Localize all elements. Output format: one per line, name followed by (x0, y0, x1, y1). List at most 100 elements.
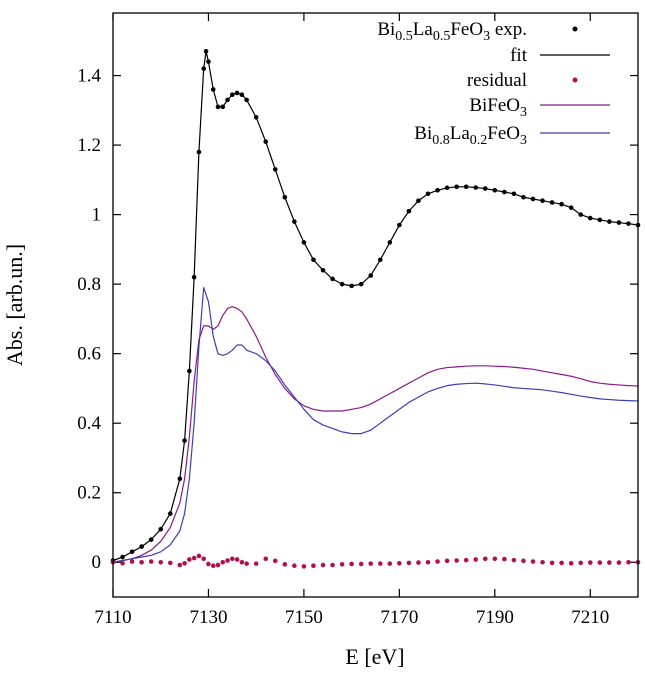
data-point (406, 208, 412, 214)
data-point (301, 564, 307, 569)
legend-label: Bi0.5La0.5FeO3 exp. (377, 19, 527, 44)
data-point (292, 563, 297, 569)
data-point (139, 544, 144, 549)
legend-swatch (572, 26, 578, 32)
data-point (521, 558, 526, 564)
data-point (435, 559, 440, 564)
data-point (182, 560, 187, 566)
series-line (112, 306, 639, 563)
data-point (203, 48, 209, 54)
data-point (492, 187, 498, 193)
data-point (320, 562, 326, 568)
data-point (234, 557, 240, 562)
legend-item: residual (467, 70, 578, 91)
x-tick-label: 7170 (380, 607, 418, 628)
data-point (626, 559, 631, 565)
data-point (158, 559, 164, 565)
data-point (578, 212, 584, 217)
data-point (387, 561, 393, 566)
data-point (416, 198, 421, 204)
data-point (597, 217, 603, 223)
data-point (120, 554, 125, 560)
x-tick-label: 7210 (571, 607, 609, 628)
data-point (406, 560, 412, 566)
data-point (120, 560, 125, 566)
data-point (358, 281, 364, 287)
data-point (377, 561, 383, 566)
data-point (244, 97, 249, 103)
data-point (282, 194, 288, 200)
data-point (320, 267, 326, 273)
data-point (330, 562, 335, 568)
data-point (568, 560, 574, 566)
data-point (530, 196, 536, 202)
data-point (368, 273, 374, 278)
y-tick-label: 1 (92, 205, 102, 226)
legend-label: fit (510, 45, 528, 66)
data-point (215, 562, 221, 568)
data-point (482, 186, 488, 191)
tick-marks (112, 13, 638, 597)
data-point (234, 90, 240, 96)
legend-item: Bi0.8La0.2FeO3 (414, 123, 610, 148)
data-point (540, 198, 545, 204)
data-point (177, 562, 183, 568)
data-point (444, 558, 450, 564)
data-point (607, 560, 612, 565)
series-bifeo3 (112, 306, 639, 563)
data-point (129, 559, 135, 564)
data-point (549, 560, 555, 566)
data-point (511, 557, 517, 563)
data-point (182, 438, 187, 443)
y-tick-label: 1.4 (77, 66, 101, 87)
tick-labels: 7110 7130 7150 7170 7190 7210 0 0.2 0.4 0.6 0.8 1 1.… (77, 66, 609, 628)
legend: Bi0.5La0.5FeO3 exp.fit residual BiFeO3 Bi0.… (377, 19, 610, 148)
data-point (230, 92, 235, 97)
data-point (549, 200, 555, 205)
data-point (616, 560, 622, 565)
data-point (540, 559, 545, 565)
data-point (339, 281, 345, 287)
data-point (444, 185, 450, 191)
data-point (148, 537, 154, 542)
data-point (187, 557, 192, 562)
data-point (377, 257, 383, 263)
data-point (196, 553, 202, 559)
series-line (112, 50, 639, 562)
data-point (425, 559, 431, 565)
data-point (272, 558, 278, 564)
data-point (454, 558, 459, 563)
data-point (206, 59, 211, 64)
data-point (201, 66, 206, 71)
data-point (187, 368, 192, 374)
y-tick-label: 1.2 (77, 135, 101, 156)
y-axis-label: Abs. [arb.un.] (2, 244, 27, 366)
data-point (301, 240, 307, 245)
data-point (167, 560, 173, 566)
data-point (473, 185, 479, 190)
data-point (502, 189, 507, 195)
series-bi0-5la0-5feo3-exp (110, 48, 641, 563)
data-point (225, 558, 230, 563)
data-point (292, 219, 297, 224)
data-point (587, 215, 593, 221)
data-point (206, 561, 211, 567)
data-point (578, 560, 584, 566)
series-layer (110, 48, 641, 569)
plot-frame (112, 12, 639, 598)
data-point (568, 205, 574, 210)
data-point (311, 563, 316, 569)
data-point (463, 557, 469, 563)
data-point (201, 556, 206, 562)
data-point (282, 562, 288, 567)
x-tick-label: 7190 (476, 607, 514, 628)
legend-item: Bi0.5La0.5FeO3 exp. (377, 19, 578, 44)
data-point (210, 563, 216, 569)
series-fit (112, 50, 639, 562)
x-tick-label: 7130 (189, 607, 227, 628)
data-point (191, 274, 197, 280)
data-point (196, 149, 202, 155)
data-point (339, 562, 345, 567)
data-point (482, 556, 488, 562)
